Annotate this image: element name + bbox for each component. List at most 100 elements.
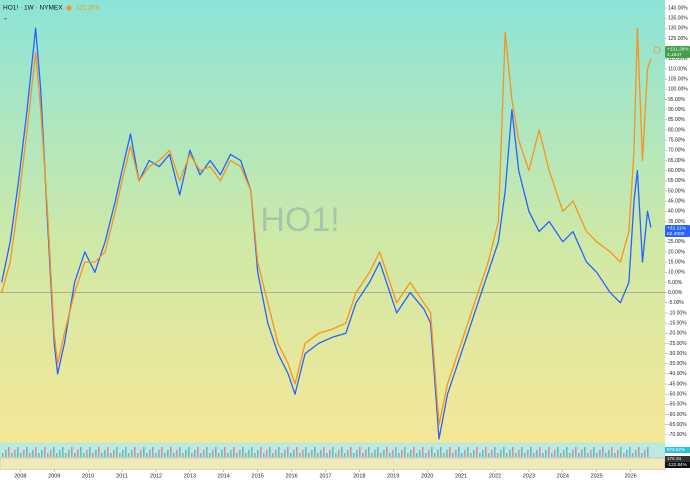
x-tick-label: 2025: [591, 473, 603, 479]
compare-change: 121.28%: [76, 6, 100, 12]
volume-bar: [197, 447, 199, 457]
volume-bar: [479, 453, 481, 457]
volume-bar: [527, 450, 529, 457]
volume-bar: [74, 453, 76, 457]
volume-bar: [140, 450, 142, 457]
volume-bar: [50, 450, 52, 457]
volume-bar: [623, 453, 625, 457]
y-tick-label: 10.00%: [668, 270, 686, 276]
volume-bar: [572, 450, 574, 457]
volume-bar: [44, 447, 46, 457]
volume-bar: [278, 447, 280, 457]
price-label-value: 82.4000: [667, 231, 685, 237]
volume-bar: [80, 447, 82, 457]
volume-bar: [635, 450, 637, 457]
volume-bar: [458, 447, 460, 457]
volume-bar: [221, 450, 223, 457]
compare-legend-swatch: [66, 5, 72, 11]
volume-bar: [194, 450, 196, 457]
volume-bar: [395, 447, 397, 457]
volume-bar: [533, 453, 535, 457]
volume-bar: [326, 453, 328, 457]
y-tick-label: 50.00%: [668, 188, 686, 194]
volume-bar: [620, 447, 622, 457]
volume-bar: [128, 453, 130, 457]
volume-bar: [443, 453, 445, 457]
volume-bar: [644, 450, 646, 457]
volume-bar: [68, 450, 70, 457]
volume-bar: [476, 447, 478, 457]
volume-bar: [413, 447, 415, 457]
y-tick-label: -35.00%: [668, 361, 687, 367]
volume-bar: [392, 450, 394, 457]
chart-title: HO1! · 1W · NYMEX: [3, 5, 63, 12]
volume-bar: [122, 450, 124, 457]
volume-bar: [632, 453, 634, 457]
volume-bar: [236, 453, 238, 457]
volume-bar: [191, 453, 193, 457]
volume-bar: [119, 453, 121, 457]
volume-bar: [464, 450, 466, 457]
collapse-toggle[interactable]: ⌄: [3, 16, 8, 22]
volume-bar: [473, 450, 475, 457]
y-tick-label: 105.00%: [668, 76, 688, 82]
volume-bar: [131, 450, 133, 457]
volume-bar: [500, 450, 502, 457]
volume-bar: [92, 453, 94, 457]
volume-bar: [557, 447, 559, 457]
volume-bar: [5, 450, 7, 457]
volume-bar: [260, 447, 262, 457]
volume-bar: [416, 453, 418, 457]
y-tick-label: 125.00%: [668, 36, 688, 42]
volume-bar: [308, 453, 310, 457]
x-tick-label: 2018: [353, 473, 365, 479]
y-tick-label: -60.00%: [668, 412, 687, 418]
y-tick-label: 85.00%: [668, 117, 686, 123]
volume-bar: [410, 450, 412, 457]
volume-bar: [545, 450, 547, 457]
series-line: [1, 27, 652, 440]
y-tick-label: 60.00%: [668, 168, 686, 174]
volume-bar: [266, 450, 268, 457]
pane-label-box: [665, 456, 690, 462]
pane-label: 176.34: [667, 456, 681, 461]
volume-bar: [419, 450, 421, 457]
volume-bar: [569, 453, 571, 457]
volume-bar: [605, 453, 607, 457]
x-tick-label: 2026: [624, 473, 636, 479]
alert-icon[interactable]: [653, 46, 661, 54]
y-tick-label: -40.00%: [668, 371, 687, 377]
x-tick-label: 2022: [489, 473, 501, 479]
volume-bar: [146, 453, 148, 457]
volume-bar: [113, 450, 115, 457]
x-tick-label: 2010: [82, 473, 94, 479]
y-tick-label: -20.00%: [668, 331, 687, 337]
price-label: +32.11%: [667, 225, 686, 231]
volume-bar: [485, 447, 487, 457]
y-tick-label: 15.00%: [668, 259, 686, 265]
volume-bar: [17, 447, 19, 457]
volume-bar: [89, 447, 91, 457]
volume-bar: [32, 450, 34, 457]
volume-bar: [350, 447, 352, 457]
x-tick-label: 2021: [455, 473, 467, 479]
volume-bar: [488, 453, 490, 457]
volume-bar: [581, 450, 583, 457]
y-tick-label: 40.00%: [668, 209, 686, 215]
volume-bar: [254, 453, 256, 457]
y-tick-label: 90.00%: [668, 107, 686, 113]
volume-bar: [437, 450, 439, 457]
volume-bar: [608, 450, 610, 457]
volume-bar: [302, 450, 304, 457]
volume-bar: [173, 453, 175, 457]
volume-bar: [62, 447, 64, 457]
volume-bar: [263, 453, 265, 457]
volume-bar: [164, 453, 166, 457]
y-tick-label: 65.00%: [668, 158, 686, 164]
volume-bar: [290, 453, 292, 457]
y-tick-label: -25.00%: [668, 341, 687, 347]
volume-bar: [344, 453, 346, 457]
x-tick-label: 2012: [150, 473, 162, 479]
volume-bar: [269, 447, 271, 457]
y-tick-label: 0.00%: [668, 290, 683, 296]
